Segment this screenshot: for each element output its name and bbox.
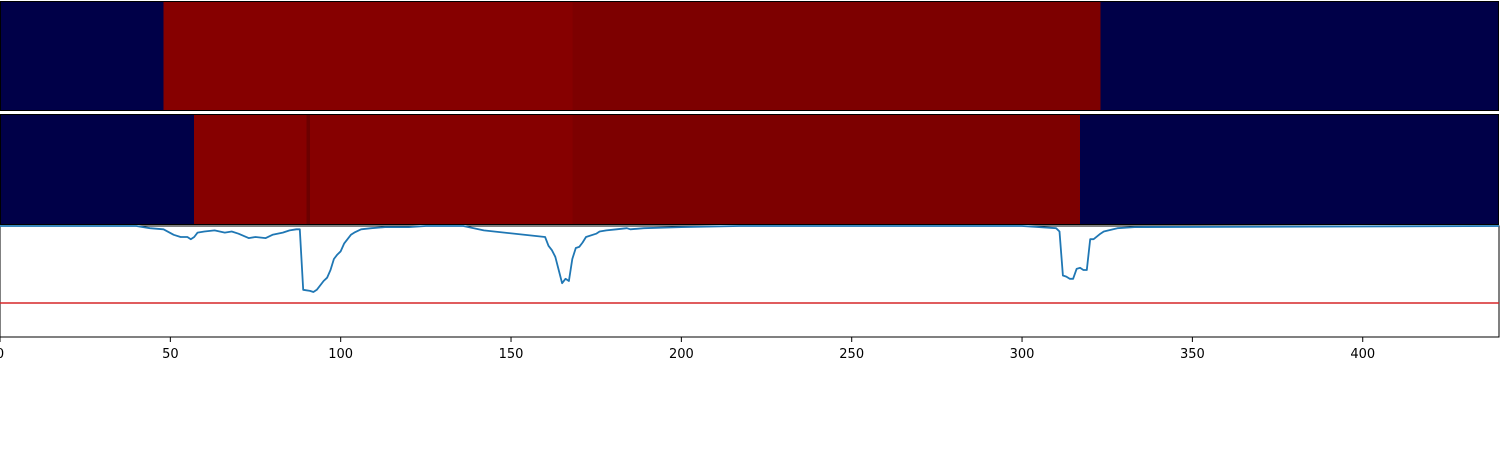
heatmap-cell-1-1 <box>0 1 164 111</box>
x-tick-label-200: 200 <box>669 347 694 362</box>
heatmap-cell-2-5 <box>572 114 1080 225</box>
heatmap-cell-2-2 <box>194 114 307 225</box>
heatmap-cell-1-2 <box>163 1 573 111</box>
line-panel-frame <box>0 225 1500 338</box>
heatmap-row-1 <box>0 1 1499 111</box>
x-tick-label-100: 100 <box>328 347 353 362</box>
heatmap-row-2-frame <box>0 114 1499 225</box>
heatmap-row-1-frame <box>0 1 1499 111</box>
heatmap-cell-2-3 <box>306 114 311 225</box>
heatmap-cell-2-4 <box>310 114 573 225</box>
heatmap-cell-2-6 <box>1079 114 1499 225</box>
heatmap-row-2 <box>0 114 1499 225</box>
line-plot <box>0 225 1500 338</box>
signal-line <box>0 225 1500 293</box>
heatmap-cell-1-4 <box>1100 1 1499 111</box>
heatmap-cell-2-1 <box>0 114 195 225</box>
x-tick-label-350: 350 <box>1180 347 1205 362</box>
x-tick-label-50: 50 <box>162 347 179 362</box>
heatmap-cell-1-3 <box>572 1 1101 111</box>
x-axis: 0 50 100 150 200 250 300 350 400 <box>0 337 1375 362</box>
x-tick-label-0: 0 <box>0 347 4 362</box>
x-tick-label-150: 150 <box>499 347 524 362</box>
x-tick-label-300: 300 <box>1010 347 1035 362</box>
heatmap-rows <box>0 1 1499 225</box>
x-tick-label-400: 400 <box>1350 347 1375 362</box>
x-tick-label-250: 250 <box>839 347 864 362</box>
